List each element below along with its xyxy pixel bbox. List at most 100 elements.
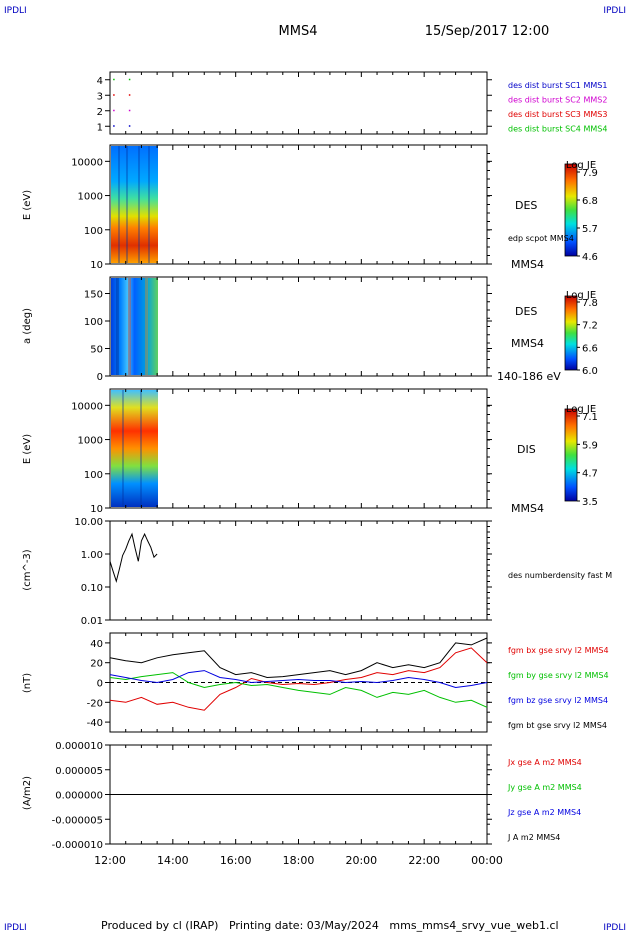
current-ylabel: (A/m2) [22,776,33,810]
colorbar-dis-energy-tick-label: 7.1 [582,412,598,423]
bfield-ylabel: (nT) [22,673,33,693]
header-spacecraft: MMS4 [279,24,318,39]
bfield-legend-3: fgm bz gse srvy l2 MMS4 [508,696,608,705]
des-pitch-ytick-label: 150 [84,290,103,301]
current-ytick-label: 0.000000 [55,791,103,802]
x-axis-tick-label: 22:00 [408,854,440,867]
colorbars [564,163,578,502]
colorbar-des-pitch-tick-label: 6.0 [582,366,598,377]
des-energy-ytick-label: 10000 [71,157,103,168]
colorbar-des-pitch-tick-label: 7.2 [582,321,598,332]
current-legend-2: Jy gse A m2 MMS4 [507,783,582,792]
x-axis-tick-label: 20:00 [345,854,377,867]
bfield-line-3 [109,670,488,689]
burst-legend-2: des dist burst SC2 MMS2 [508,96,607,105]
bfield-legend-4: fgm bt gse srvy l2 MMS4 [508,721,607,730]
des-pitch-energy-range: 140-186 eV [497,370,561,383]
colorbar-des-energy [564,163,578,257]
current-ytick-label: -0.000010 [52,840,103,851]
corner-label-bottom-left: IPDLI [4,923,27,933]
des-energy-spacecraft: MMS4 [511,258,544,271]
panel-des-energy-frame [109,144,488,265]
corner-label-top-right: IPDLI [603,6,626,16]
x-axis-tick-label: 16:00 [220,854,252,867]
colorbar-des-energy-tick-label: 7.9 [582,168,598,179]
colorbar-des-energy-tick-label: 6.8 [582,196,598,207]
dis-energy-ytick-label: 1000 [78,436,103,447]
density-ytick-label: 0.01 [81,616,103,627]
des-energy-ytick-label: 1000 [78,192,103,203]
colorbar-des-pitch-tick-label: 6.6 [582,343,598,354]
colorbar-des-energy-title: Log JE [566,160,596,171]
burst-legend-3: des dist burst SC3 MMS3 [508,110,607,119]
burst-mark-1 [113,125,115,127]
des-energy-spectrogram [111,146,158,263]
corner-label-top-left: IPDLI [4,6,27,16]
burst-mark-3 [113,94,115,96]
colorbar-dis-energy-tick-label: 4.7 [582,469,598,480]
des-pitch-spacecraft: MMS4 [511,337,544,350]
burst-mark-2 [128,109,131,112]
burst-mark-3 [128,94,131,96]
burst-mark-2 [113,109,115,112]
des-energy-instrument: DES [515,199,537,212]
density-legend: des numberdensity fast M [508,571,612,580]
current-ytick-label: 0.000005 [55,766,103,777]
density-line [109,532,158,584]
density-ytick-label: 1.00 [81,550,103,561]
current-ytick-label: -0.000005 [52,815,103,826]
current-legend-3: Jz gse A m2 MMS4 [507,808,581,817]
bfield-legend-1: fgm bx gse srvy l2 MMS4 [508,646,609,655]
dis-energy-spectrogram [111,390,158,507]
burst-ytick-label: 1 [97,122,103,133]
burst-ytick-label: 3 [97,91,103,102]
header-datetime: 15/Sep/2017 12:00 [425,24,549,39]
colorbar-des-pitch-tick-label: 7.8 [582,298,598,309]
panel-des-pitch-frame [109,276,488,377]
des-energy-ylabel: E (eV) [22,190,33,220]
bfield-legend-2: fgm by gse srvy l2 MMS4 [508,671,609,680]
colorbar-dis-energy [564,408,578,502]
bfield-ytick-label: 20 [90,659,103,670]
colorbar-dis-energy-tick-label: 3.5 [582,497,598,508]
bfield-ytick-label: -20 [87,698,103,709]
des-energy-sublabel: edp scpot MMS4 [508,234,574,243]
colorbar-des-pitch [564,295,578,371]
panel-dis-energy-frame [109,388,488,509]
density-ytick-label: 0.10 [81,583,103,594]
burst-legend-1: des dist burst SC1 MMS1 [508,81,607,90]
x-axis-tick-label: 18:00 [283,854,315,867]
burst-mark-1 [128,125,131,127]
burst-ytick-label: 2 [97,107,103,118]
dis-energy-spacecraft: MMS4 [511,502,544,515]
bfield-ytick-label: -40 [87,718,103,729]
panel-burst-frame [109,71,488,135]
footer-text: Produced by cl (IRAP) Printing date: 03/… [101,919,559,932]
burst-legend-4: des dist burst SC4 MMS4 [508,125,607,134]
des-pitch-ytick-label: 50 [90,345,103,356]
spectrogram-stripes [116,146,150,507]
bfield-line-1 [109,647,488,711]
colorbar-dis-energy-tick-label: 5.9 [582,440,598,451]
density-ytick-label: 10.00 [74,517,103,528]
bfield-ytick-label: 0 [97,679,103,690]
des-pitch-instrument: DES [515,305,537,318]
dis-energy-ytick-label: 10 [90,504,103,515]
bfield-line-2 [109,672,488,708]
dis-energy-ytick-label: 100 [84,470,103,481]
corner-label-bottom-right: IPDLI [603,923,626,933]
des-pitch-ytick-label: 100 [84,317,103,328]
dis-energy-ylabel: E (eV) [22,434,33,464]
current-legend-4: J A m2 MMS4 [507,833,560,842]
density-ylabel: (cm^-3) [22,549,33,590]
colorbar-des-pitch-title: Log JE [566,290,596,301]
burst-mark-4 [128,78,131,81]
des-energy-ytick-label: 100 [84,226,103,237]
chart-content: 4 3 2 1 des dist burst SC1 MMS1 des dist burs… [22,72,612,867]
burst-ytick-label: 4 [97,76,103,87]
colorbar-dis-energy-title: Log JE [566,404,596,415]
des-pitch-ytick-label: 0 [97,372,103,383]
dis-energy-instrument: DIS [517,443,536,456]
dis-energy-ytick-label: 10000 [71,401,103,412]
